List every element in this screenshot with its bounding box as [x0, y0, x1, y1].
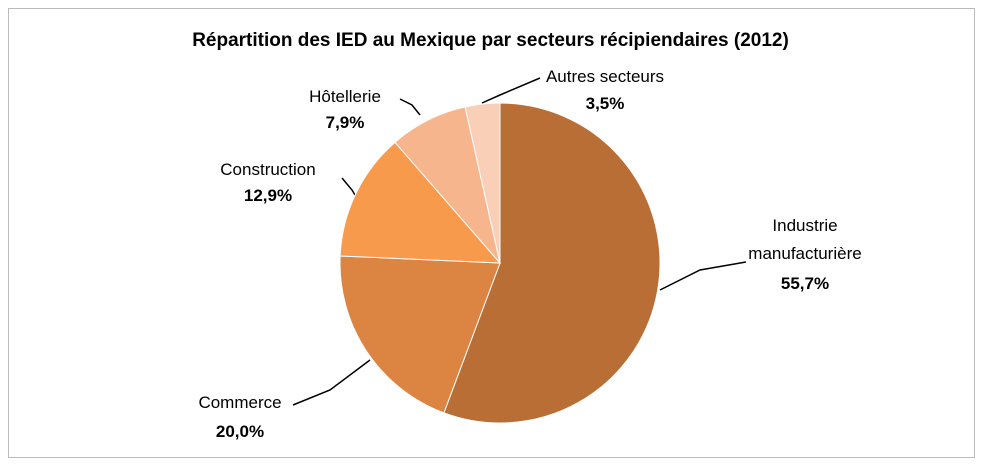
slice-label: Commerce [198, 393, 282, 412]
leader-line [399, 98, 421, 116]
slice-label: Hôtellerie [309, 87, 381, 106]
slice-label: Autres secteurs [545, 67, 665, 86]
leader-line [292, 359, 371, 406]
pie-slice [443, 102, 661, 424]
frame [8, 8, 975, 458]
pie-slice [339, 255, 501, 414]
value-label: 12,9% [243, 186, 293, 205]
leader-line [659, 261, 747, 291]
leader-line [481, 77, 541, 104]
slice-label: Industrie manufacturière [748, 216, 862, 263]
chart-title: Répartition des IED au Mexique par secte… [192, 30, 789, 51]
pie-slice [339, 141, 502, 264]
value-label: 20,0% [215, 422, 265, 441]
slice-label: Construction [220, 160, 316, 179]
value-label: 3,5% [585, 94, 625, 113]
value-label: 55,7% [780, 274, 830, 293]
pie-slice [464, 102, 501, 264]
value-label: 7,9% [325, 113, 365, 132]
